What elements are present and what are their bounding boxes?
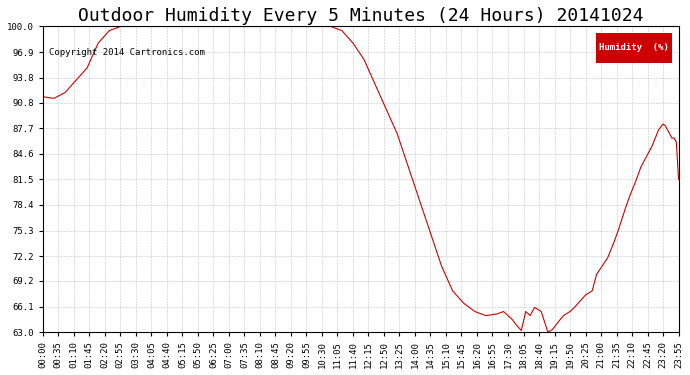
Title: Outdoor Humidity Every 5 Minutes (24 Hours) 20141024: Outdoor Humidity Every 5 Minutes (24 Hou… [78, 7, 644, 25]
Text: Copyright 2014 Cartronics.com: Copyright 2014 Cartronics.com [49, 48, 205, 57]
